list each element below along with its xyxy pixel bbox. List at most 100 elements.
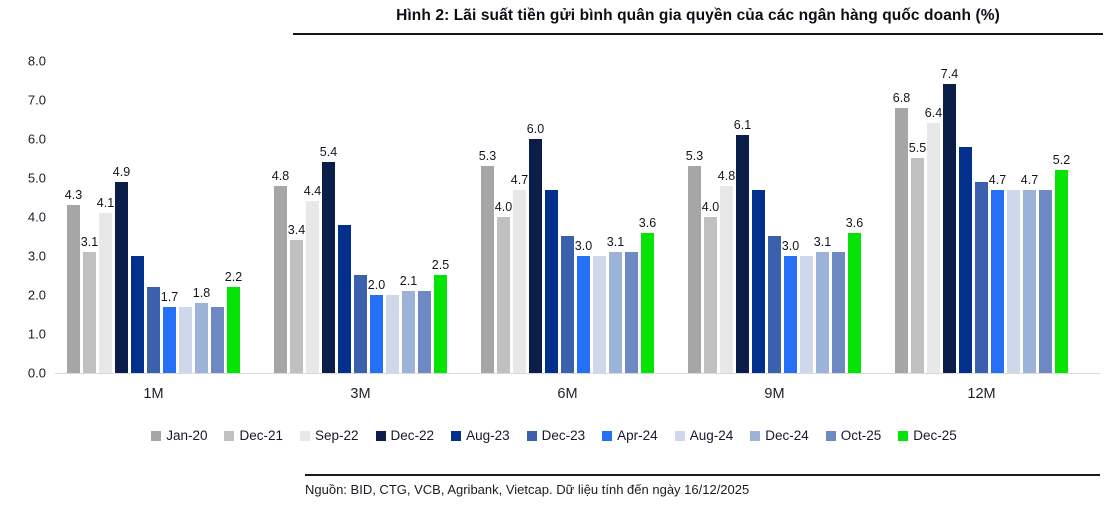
bar-value-label: 3.1: [813, 235, 832, 249]
bar-group-1m: 4.3 3.1 4.1 4.9 1.7 1.8 2.2: [65, 61, 242, 373]
bar-value-label: 3.1: [80, 235, 99, 249]
bar-dec-25-1m: 2.2: [225, 270, 242, 373]
bar-sep-22-12m: 6.4: [925, 106, 942, 373]
bar-dec-22-9m: 6.1: [734, 118, 751, 373]
bar-value-label: 7.4: [940, 67, 959, 81]
y-axis-tick-label: 1.0: [27, 326, 46, 342]
bar-value-label: 5.3: [478, 149, 497, 163]
bar-value-label: 5.4: [319, 145, 338, 159]
bar-dec-25-3m: 2.5: [432, 258, 449, 373]
bar-dec-23-9m: [768, 236, 781, 373]
bar-dec-24-3m: 2.1: [400, 274, 417, 373]
legend-label: Dec-22: [390, 428, 435, 443]
bar-value-label: 3.0: [781, 239, 800, 253]
bar-aug-24-3m: [386, 295, 399, 373]
bar-value-label: 3.0: [574, 239, 593, 253]
legend-swatch-icon: [224, 430, 235, 441]
bar-dec-25-6m: 3.6: [639, 216, 656, 373]
bar-value-label: 5.2: [1052, 153, 1071, 167]
source-divider: [305, 474, 1100, 476]
bar-jan-20-9m: 5.3: [686, 149, 703, 373]
bar-dec-23-1m: [147, 287, 160, 373]
bar-sep-22-3m: 4.4: [304, 184, 321, 373]
bar-oct-25-3m: [418, 291, 431, 373]
bar-dec-21-12m: 5.5: [909, 141, 926, 373]
legend-swatch-icon: [526, 430, 537, 441]
bar-dec-21-9m: 4.0: [702, 200, 719, 373]
bar-aug-24-6m: [593, 256, 606, 373]
source-note: Nguồn: BID, CTG, VCB, Agribank, Vietcap.…: [305, 482, 750, 497]
legend-label: Dec-23: [541, 428, 586, 443]
legend-label: Dec-24: [765, 428, 809, 443]
y-axis-tick-label: 5.0: [27, 170, 46, 186]
x-axis-category-label: 12M: [967, 386, 996, 402]
legend-item-dec-21: Dec-21: [224, 428, 283, 443]
bar-value-label: 6.1: [733, 118, 752, 132]
legend-swatch-icon: [674, 430, 685, 441]
bar-value-label: 6.4: [924, 106, 943, 120]
bar-jan-20-12m: 6.8: [893, 91, 910, 373]
bar-dec-24-1m: 1.8: [193, 286, 210, 373]
bar-dec-25-9m: 3.6: [846, 216, 863, 373]
legend-label: Apr-24: [617, 428, 658, 443]
bar-dec-23-6m: [561, 236, 574, 373]
legend-item-sep-22: Sep-22: [300, 428, 359, 443]
legend-item-dec-24: Dec-24: [750, 428, 809, 443]
bar-value-label: 3.1: [606, 235, 625, 249]
legend-swatch-icon: [602, 430, 613, 441]
bar-jan-20-3m: 4.8: [272, 169, 289, 373]
bar-dec-22-12m: 7.4: [941, 67, 958, 373]
legend-item-apr-24: Apr-24: [602, 428, 658, 443]
bar-value-label: 4.7: [1020, 173, 1039, 187]
bar-value-label: 4.8: [271, 169, 290, 183]
legend-swatch-icon: [898, 430, 909, 441]
bar-value-label: 2.1: [399, 274, 418, 288]
legend-swatch-icon: [151, 430, 162, 441]
bar-group-9m: 5.3 4.0 4.8 6.1 3.0 3.1 3.6: [686, 61, 863, 373]
legend-item-aug-24: Aug-24: [674, 428, 733, 443]
legend-item-jan-20: Jan-20: [151, 428, 207, 443]
y-axis-tick-label: 7.0: [27, 92, 46, 108]
legend-swatch-icon: [825, 430, 836, 441]
x-axis-category-label: 9M: [764, 386, 785, 402]
bar-value-label: 2.5: [431, 258, 450, 272]
bar-jan-20-1m: 4.3: [65, 188, 82, 373]
y-axis-tick-label: 8.0: [27, 53, 46, 69]
bar-dec-24-9m: 3.1: [814, 235, 831, 373]
bar-jan-20-6m: 5.3: [479, 149, 496, 373]
bar-oct-25-12m: [1039, 190, 1052, 373]
bar-value-label: 1.8: [192, 286, 211, 300]
y-axis-tick-label: 3.0: [27, 248, 46, 264]
bar-dec-23-12m: [975, 182, 988, 373]
bar-aug-24-9m: [800, 256, 813, 373]
bar-value-label: 3.6: [845, 216, 864, 230]
bar-dec-22-3m: 5.4: [320, 145, 337, 373]
bar-dec-23-3m: [354, 275, 367, 373]
bar-sep-22-1m: 4.1: [97, 196, 114, 373]
x-axis-category-label: 3M: [350, 386, 371, 402]
x-axis-category-label: 1M: [143, 386, 164, 402]
bar-dec-22-1m: 4.9: [113, 165, 130, 373]
bar-value-label: 3.4: [287, 223, 306, 237]
bar-dec-24-12m: 4.7: [1021, 173, 1038, 373]
legend-label: Sep-22: [315, 428, 359, 443]
bar-group-6m: 5.3 4.0 4.7 6.0 3.0 3.1 3.6: [479, 61, 656, 373]
bar-oct-25-1m: [211, 307, 224, 373]
bar-aug-23-1m: [131, 256, 144, 373]
legend-swatch-icon: [750, 430, 761, 441]
bar-dec-24-6m: 3.1: [607, 235, 624, 373]
bar-aug-23-9m: [752, 190, 765, 373]
bar-value-label: 4.0: [494, 200, 513, 214]
legend-item-dec-22: Dec-22: [375, 428, 435, 443]
bar-sep-22-9m: 4.8: [718, 169, 735, 373]
legend-swatch-icon: [300, 430, 310, 441]
bar-value-label: 2.2: [224, 270, 243, 284]
bar-apr-24-6m: 3.0: [575, 239, 592, 373]
bar-aug-24-1m: [179, 307, 192, 373]
bar-dec-21-6m: 4.0: [495, 200, 512, 373]
legend-item-oct-25: Oct-25: [825, 428, 881, 443]
chart-title: Hình 2: Lãi suất tiền gửi bình quân gia …: [396, 7, 1000, 24]
bar-value-label: 1.7: [160, 290, 179, 304]
bar-dec-25-12m: 5.2: [1053, 153, 1070, 373]
